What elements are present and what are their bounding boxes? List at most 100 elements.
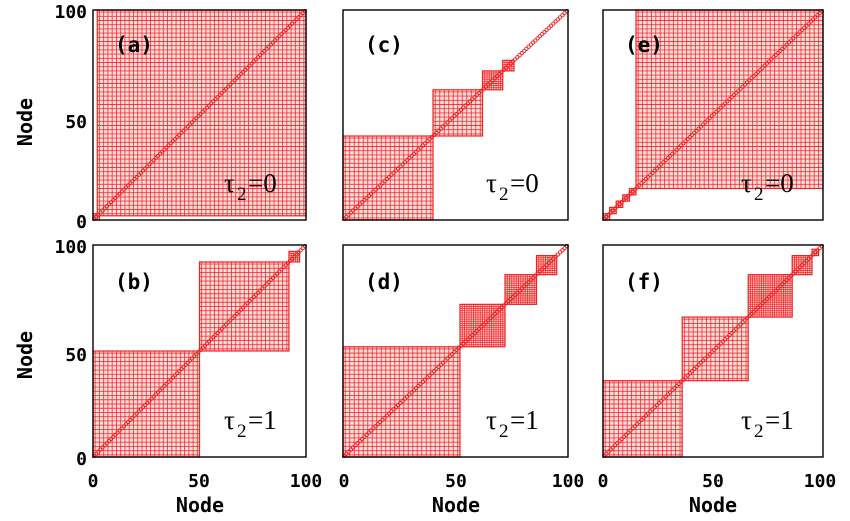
- diagonal-marker: [407, 392, 412, 397]
- diagonal-marker: [126, 183, 131, 188]
- diagonal-marker: [249, 61, 254, 66]
- diagonal-marker: [209, 101, 214, 106]
- diagonal-marker: [409, 390, 414, 395]
- diagonal-marker: [270, 275, 276, 280]
- diagonal-marker: [391, 170, 396, 175]
- diagonal-marker: [219, 90, 224, 95]
- block-grid: [748, 274, 793, 318]
- diagonal-marker: [413, 385, 419, 391]
- diagonal-marker: [685, 137, 690, 142]
- diagonal-marker: [366, 430, 372, 435]
- tau-symbol: τ: [486, 405, 497, 435]
- diagonal-marker: [429, 134, 435, 140]
- diagonal-marker: [436, 128, 441, 133]
- diagonal-marker: [535, 271, 540, 276]
- diagonal-marker: [109, 200, 114, 205]
- diagonal-marker: [542, 29, 547, 35]
- diagonal-marker: [716, 107, 721, 112]
- diagonal-marker: [192, 118, 197, 123]
- diagonal-marker: [147, 398, 152, 403]
- diagonal-marker: [810, 252, 816, 257]
- diagonal-marker: [422, 377, 428, 382]
- diagonal-marker: [727, 97, 732, 102]
- diagonal-marker: [795, 267, 800, 272]
- panel-d: (d) τ 2 =1: [341, 243, 570, 459]
- diagonal-marker: [115, 430, 120, 435]
- diagonal-marker: [275, 36, 280, 41]
- diagonal-marker: [153, 392, 158, 397]
- diagonal-marker: [134, 411, 139, 416]
- diagonal-marker: [377, 183, 383, 188]
- diagonal-marker: [456, 345, 462, 350]
- diagonal-marker: [262, 284, 267, 289]
- diagonal-marker: [177, 369, 182, 374]
- diagonal-marker: [672, 149, 677, 154]
- diagonal-marker: [359, 436, 365, 442]
- panel-label: (d): [365, 270, 403, 294]
- diagonal-marker: [788, 273, 794, 278]
- diagonal-marker: [709, 113, 714, 119]
- diagonal-marker: [782, 280, 787, 285]
- diagonal-marker: [637, 183, 642, 188]
- diagonal-marker: [793, 34, 798, 39]
- diagonal-marker: [707, 352, 712, 357]
- diagonal-marker: [533, 273, 538, 278]
- ytick-bottom-100: 100: [54, 237, 87, 258]
- diagonal-marker: [709, 349, 714, 355]
- diagonal-marker: [253, 292, 258, 297]
- diagonal-marker: [689, 369, 695, 374]
- diagonal-marker: [744, 316, 750, 321]
- panel-b: (b) τ 2 =1: [92, 244, 307, 458]
- diagonal-marker: [539, 267, 545, 272]
- diagonal-marker: [238, 72, 244, 77]
- diagonal-marker: [377, 419, 383, 425]
- diagonal-marker: [483, 320, 489, 325]
- diagonal-marker: [555, 252, 561, 257]
- diagonal-marker: [353, 443, 358, 448]
- diagonal-marker: [650, 170, 655, 175]
- diagonal-marker: [608, 210, 613, 215]
- diagonal-marker: [427, 137, 432, 142]
- diagonal-marker: [117, 428, 122, 433]
- diagonal-marker: [788, 38, 794, 43]
- diagonal-marker: [499, 305, 504, 310]
- diagonal-marker: [348, 210, 354, 215]
- diagonal-marker: [637, 419, 642, 425]
- diagonal-marker: [434, 366, 439, 372]
- diagonal-marker: [497, 71, 502, 77]
- diagonal-marker: [438, 126, 444, 131]
- tau-symbol: τ: [741, 168, 752, 198]
- diagonal-marker: [420, 143, 426, 148]
- diagonal-marker: [215, 95, 220, 100]
- block-4: [791, 255, 813, 276]
- diagonal-marker: [463, 339, 468, 344]
- diagonal-marker: [418, 145, 423, 150]
- diagonal-marker: [764, 296, 769, 302]
- diagonal-marker: [141, 405, 146, 410]
- diagonal-marker: [650, 407, 655, 412]
- diagonal-marker: [641, 415, 646, 420]
- block-grid: [343, 136, 433, 220]
- diagonal-markers: [341, 243, 570, 459]
- diagonal-marker: [672, 386, 677, 391]
- diagonal-marker: [758, 303, 763, 308]
- diagonal-marker: [747, 313, 752, 319]
- diagonal-marker: [703, 356, 708, 361]
- diagonal-marker: [555, 17, 561, 22]
- diagonal-marker: [400, 398, 405, 403]
- diagonal-marker: [290, 256, 295, 261]
- diagonal-marker: [530, 275, 536, 280]
- diagonal-marker: [517, 288, 522, 293]
- diagonal-marker: [560, 248, 565, 253]
- xtick-c3-0: 0: [598, 471, 609, 492]
- diagonal-marker: [705, 354, 710, 359]
- diagonal-marker: [526, 44, 531, 49]
- diagonal-marker: [404, 158, 410, 163]
- diagonal-marker: [251, 294, 256, 299]
- block-1: [602, 213, 611, 221]
- diagonal-marker: [413, 149, 419, 154]
- diagonal-marker: [714, 345, 719, 350]
- diagonal-marker: [155, 390, 161, 395]
- diagonal-marker: [431, 369, 437, 374]
- diagonal-marker: [273, 38, 278, 43]
